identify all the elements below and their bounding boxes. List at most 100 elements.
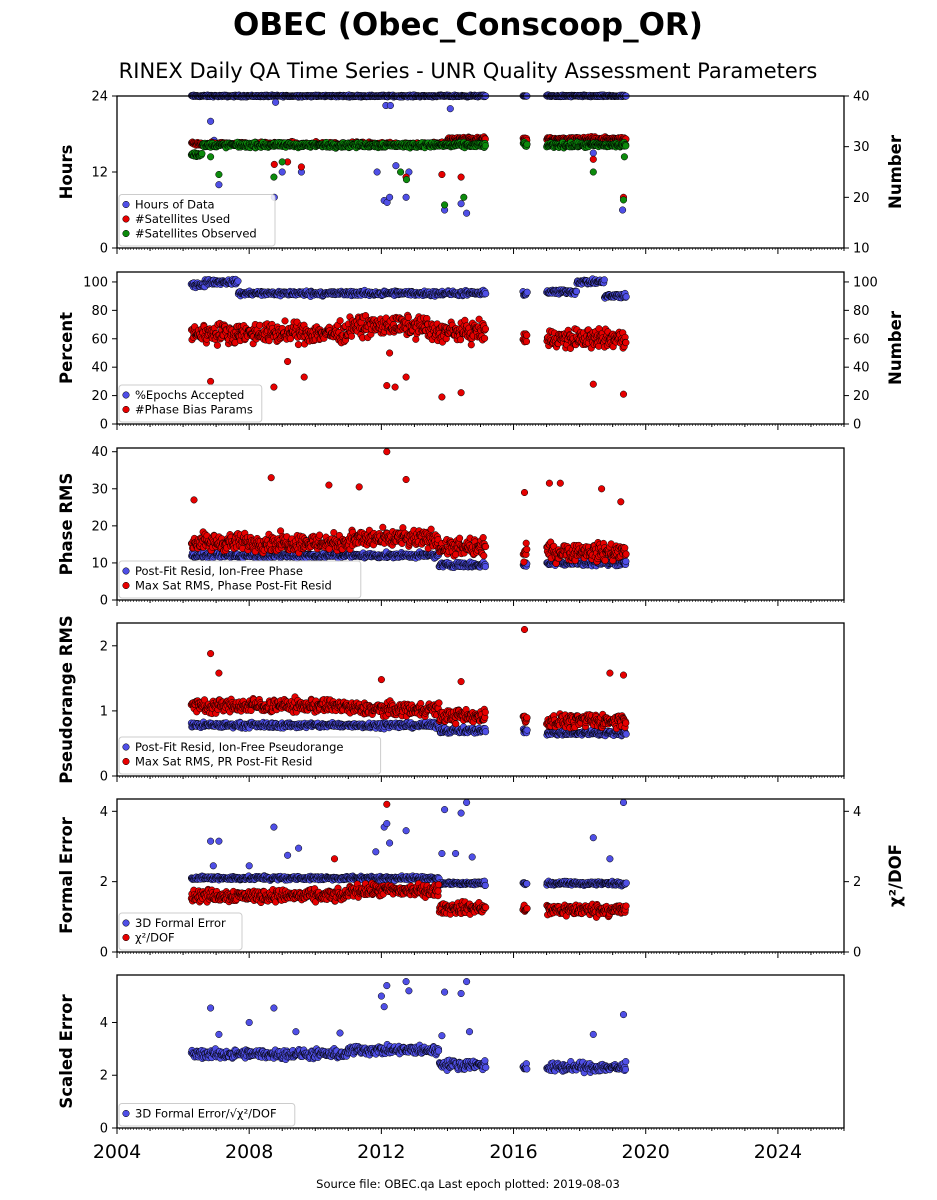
legend-marker bbox=[122, 391, 130, 399]
y2-tick-label: 10 bbox=[853, 242, 870, 257]
data-point bbox=[522, 337, 531, 346]
y2-tick-label: 60 bbox=[853, 332, 870, 347]
data-point bbox=[622, 142, 630, 150]
data-point bbox=[457, 336, 465, 344]
data-point-outlier bbox=[441, 201, 449, 209]
x-ticks-hours bbox=[116, 248, 845, 254]
y2-tick-label: 30 bbox=[853, 140, 870, 155]
data-point-outlier bbox=[589, 380, 597, 388]
data-point-outlier bbox=[270, 160, 278, 168]
y2-ticks-percent: 0 20 40 60 80 100 bbox=[844, 275, 878, 433]
data-point bbox=[622, 293, 630, 301]
data-point-outlier bbox=[383, 382, 391, 390]
legend-marker bbox=[122, 405, 130, 414]
y2-axis-label: Number bbox=[886, 134, 905, 209]
data-point-outlier bbox=[207, 377, 215, 385]
data-point-outlier bbox=[207, 153, 215, 161]
y-tick-label: 40 bbox=[91, 361, 108, 376]
legend-label: Hours of Data bbox=[135, 198, 215, 212]
data-point-outlier bbox=[391, 383, 399, 391]
data-point bbox=[482, 290, 490, 298]
y-ticks-hours: 0 12 24 bbox=[91, 90, 117, 257]
y-tick-label: 0 bbox=[100, 418, 108, 433]
x-ticks-percent bbox=[116, 424, 845, 430]
legend-percent: %Epochs Accepted#Phase Bias Params bbox=[118, 384, 263, 423]
series-percent-0 bbox=[187, 275, 630, 302]
data-point-outlier bbox=[270, 173, 278, 181]
data-point-outlier bbox=[278, 168, 286, 176]
data-point bbox=[481, 334, 489, 342]
data-point-outlier bbox=[620, 153, 628, 161]
data-point bbox=[294, 341, 302, 349]
data-point-outlier bbox=[460, 193, 468, 201]
y-tick-label: 80 bbox=[91, 304, 108, 319]
y2-ticks-hours: 10 20 30 40 bbox=[844, 90, 870, 257]
data-point-outlier bbox=[215, 170, 223, 179]
legend-marker bbox=[122, 229, 130, 238]
y-tick-label: 12 bbox=[91, 166, 108, 181]
y-tick-label: 100 bbox=[83, 275, 108, 290]
data-point bbox=[347, 332, 356, 340]
y2-axis-label: Number bbox=[886, 310, 905, 385]
data-point-outlier bbox=[438, 393, 446, 401]
y-tick-label: 60 bbox=[91, 332, 108, 347]
data-point bbox=[622, 339, 630, 347]
y2-tick-label: 40 bbox=[853, 361, 870, 376]
data-point-outlier bbox=[457, 173, 465, 181]
data-point-outlier bbox=[446, 105, 454, 113]
legend-hours: Hours of Data#Satellites Used#Satellites… bbox=[118, 194, 276, 247]
data-point-outlier bbox=[463, 209, 471, 217]
data-point bbox=[412, 335, 420, 343]
data-point-outlier bbox=[272, 98, 280, 106]
legend-label: %Epochs Accepted bbox=[135, 388, 244, 402]
data-point-outlier bbox=[397, 168, 405, 176]
data-point bbox=[481, 325, 490, 333]
figure-title: OBEC (Obec_Conscoop_OR) bbox=[233, 7, 703, 43]
data-point bbox=[622, 557, 630, 565]
series-phase-rms-1 bbox=[187, 448, 630, 567]
y2-tick-label: 80 bbox=[853, 304, 870, 319]
data-point bbox=[234, 277, 242, 285]
data-point bbox=[336, 317, 344, 325]
data-point-outlier bbox=[284, 357, 292, 366]
data-point-outlier bbox=[402, 193, 410, 201]
legend-label: #Phase Bias Params bbox=[135, 403, 253, 417]
data-point-outlier bbox=[373, 168, 381, 176]
data-point-outlier bbox=[297, 163, 305, 171]
y2-tick-label: 40 bbox=[853, 90, 870, 105]
y-axis-label: Percent bbox=[57, 312, 76, 384]
y-tick-label: 20 bbox=[91, 389, 108, 404]
data-point bbox=[481, 142, 489, 150]
legend-marker bbox=[122, 215, 130, 223]
figure-subtitle: RINEX Daily QA Time Series - UNR Quality… bbox=[119, 59, 818, 83]
y-tick-label: 0 bbox=[100, 242, 108, 257]
data-point-outlier bbox=[392, 162, 400, 170]
panel-percent: 0 20 40 60 80 100 Percent 0 20 40 60 80 100 Number %Ep… bbox=[57, 271, 905, 433]
data-point bbox=[467, 341, 475, 349]
y2-tick-label: 20 bbox=[853, 191, 870, 206]
data-point bbox=[523, 331, 531, 339]
data-point-outlier bbox=[278, 158, 286, 166]
data-point bbox=[572, 287, 581, 295]
y2-tick-label: 0 bbox=[853, 418, 861, 433]
points-phase-rms bbox=[187, 448, 630, 572]
data-point-outlier bbox=[589, 168, 597, 176]
data-point-outlier bbox=[589, 155, 597, 163]
data-point-outlier bbox=[270, 383, 278, 391]
data-point bbox=[213, 341, 221, 349]
data-point bbox=[600, 276, 608, 284]
data-point-outlier bbox=[386, 101, 394, 110]
data-point bbox=[481, 563, 489, 571]
data-point bbox=[198, 150, 206, 158]
y2-tick-label: 100 bbox=[853, 275, 878, 290]
legend-label: #Satellites Observed bbox=[135, 227, 257, 241]
data-point-outlier bbox=[402, 373, 410, 381]
data-point-outlier bbox=[619, 206, 627, 214]
data-point-outlier bbox=[589, 149, 597, 157]
legend-marker bbox=[122, 200, 130, 209]
data-point-outlier bbox=[215, 181, 223, 189]
data-point-outlier bbox=[457, 200, 465, 208]
